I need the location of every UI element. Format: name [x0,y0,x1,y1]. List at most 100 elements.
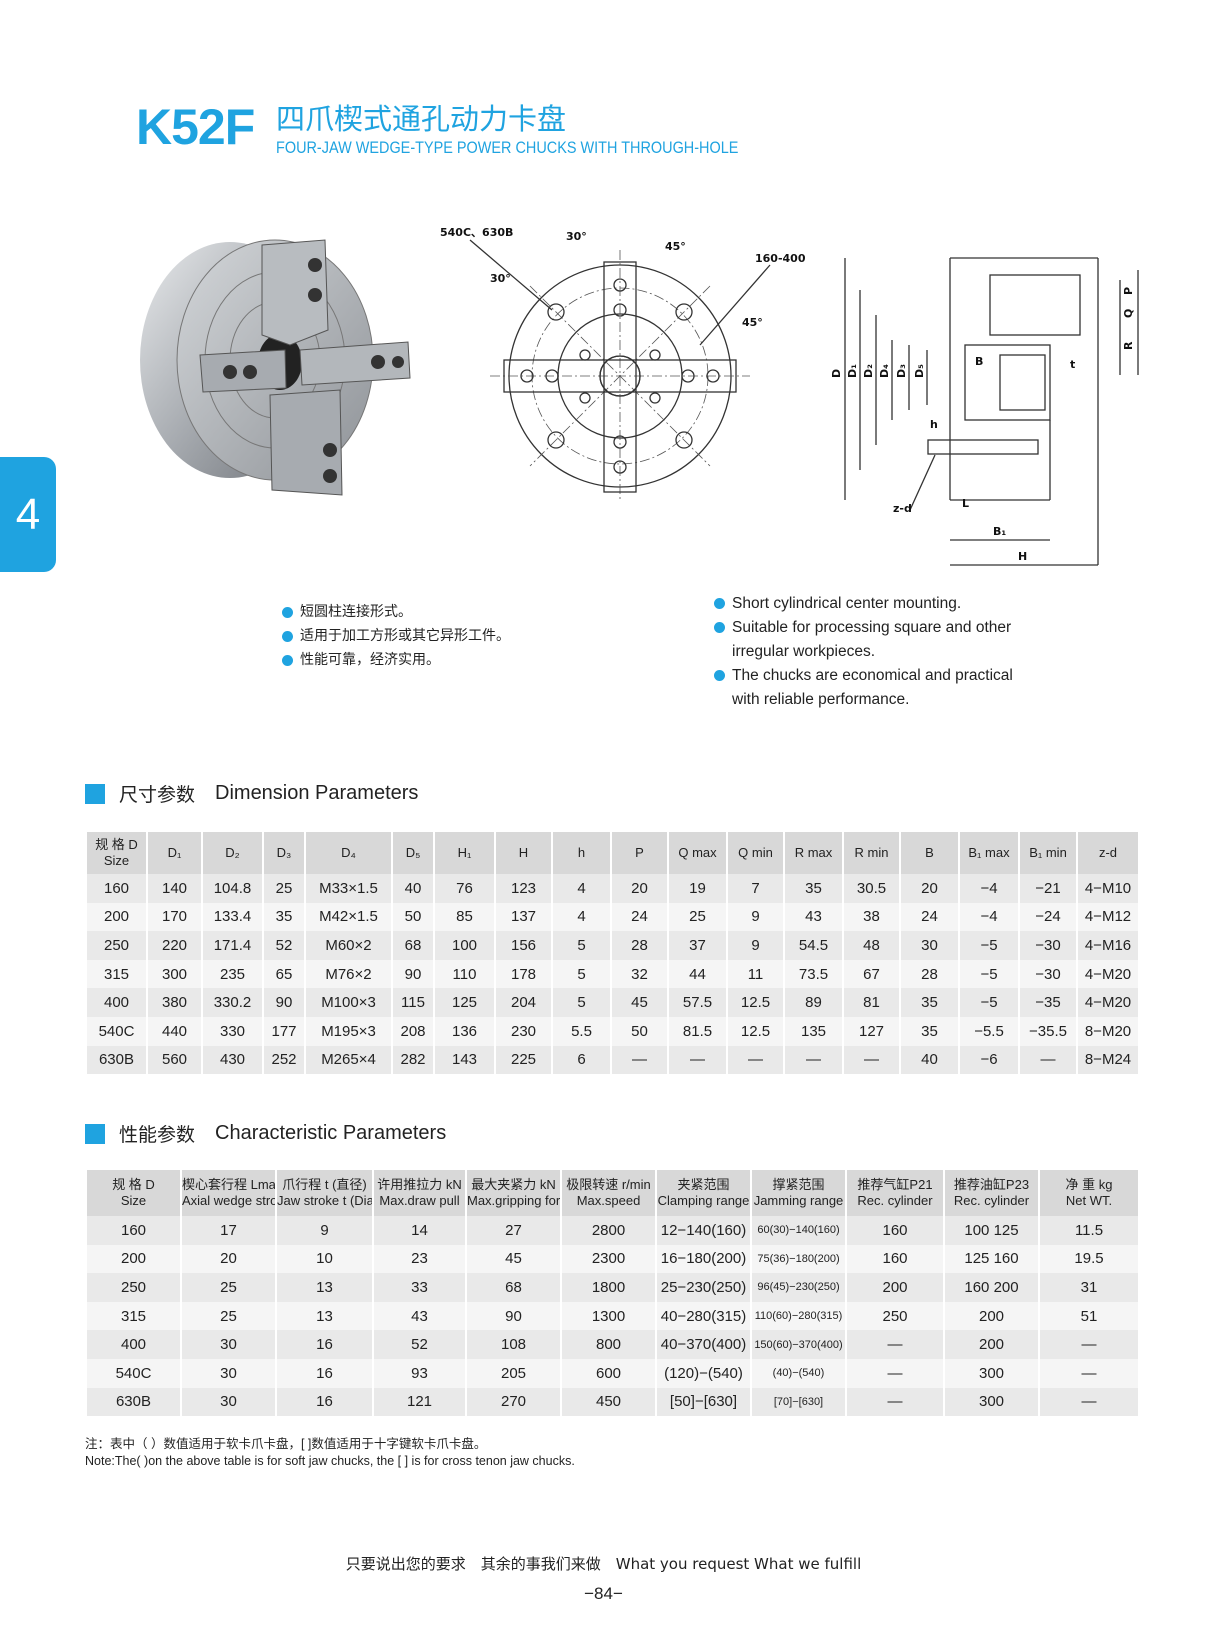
header-line: 楔心套行程 Lmax [182,1177,276,1192]
header-line: 极限转速 r/min [566,1177,651,1192]
table-cell: 160 [845,1216,944,1245]
table-cell: 156 [494,931,552,960]
table-cell: — [1038,1330,1138,1359]
table-cell: 27 [465,1216,561,1245]
table-cell: M33×1.5 [304,874,392,903]
table-cell: M195×3 [304,1016,392,1046]
header-line: Jaw stroke t (Dia.) [277,1193,373,1208]
table-cell: 430 [201,1045,263,1075]
table-cell: 140 [146,874,202,903]
table-cell: 20 [899,874,959,903]
table-cell: 300 [146,959,202,989]
table-cell: 630B [85,1387,181,1417]
table-cell: 16 [275,1358,373,1388]
table-row: 400 380 330.2 90 M100×3 115 125 204 5 45 57.5 12.5 8… [85,988,1138,1017]
table-cell: M42×1.5 [304,902,392,932]
table-row: 200 20 10 23 45 2300 16−180(200) 75(36)−180(200… [85,1244,1138,1274]
table-cell: — [842,1045,900,1075]
table-cell: 40−370(400) [655,1330,751,1359]
note-cn: 注：表中（ ）数值适用于软卡爪卡盘，[ ]数值适用于十字键软卡爪卡盘。 [85,1437,487,1451]
table-row: 315 25 13 43 90 1300 40−280(315) 110(60)−280(31… [85,1301,1138,1331]
drawing-label: B₁ [993,525,1006,538]
drawing-label: D₁ [846,364,859,378]
table-cell: 121 [372,1387,466,1417]
table-cell: — [1018,1045,1077,1075]
table-cell: 25 [180,1273,276,1302]
table-cell: 4−M20 [1076,959,1138,989]
drawing-label: L [962,497,969,510]
table-cell: 252 [262,1045,305,1075]
table-cell: — [610,1045,668,1075]
header-line: 规 格 D [95,837,138,852]
table-cell: 35 [899,1016,959,1046]
table-cell: 20 [610,874,668,903]
table-cell: 200 [845,1273,944,1302]
table-cell: — [1038,1387,1138,1417]
table-cell: 73.5 [783,959,843,989]
drawing-label: 540C、630B [440,226,513,239]
table-cell: 75(36)−180(200) [750,1244,846,1274]
table-cell: 4−M10 [1076,874,1138,903]
table-cell: 600 [560,1358,656,1388]
table-cell: 225 [494,1045,552,1075]
table-cell: 250 [85,931,147,960]
header-cell: h [551,832,611,874]
table-cell: 10 [275,1244,373,1274]
table-cell: 4 [551,874,611,903]
table-cell: 160 [85,874,147,903]
header-cell: R max [783,832,843,874]
table-cell: 330.2 [201,988,263,1017]
table-cell: 200 [85,902,147,932]
table-cell: 65 [262,959,305,989]
drawing-label: h [930,418,938,431]
table-cell: 30 [180,1358,276,1388]
table-cell: 9 [275,1216,373,1245]
table-cell: 2800 [560,1216,656,1245]
table-cell: 800 [560,1330,656,1359]
table-cell: −4 [958,874,1019,903]
table-cell: 30 [899,931,959,960]
table-cell: 25−230(250) [655,1273,751,1302]
header-cell: 推荐气缸P21 Rec. cylinder [845,1170,944,1216]
drawing-label: 160-400 [755,252,806,265]
table-cell: 12.5 [726,988,784,1017]
table-cell: 13 [275,1273,373,1302]
header-cell: D₄ [304,832,392,874]
table-cell: — [667,1045,727,1075]
table-cell: 19.5 [1038,1244,1138,1274]
drawing-label: 45° [665,240,686,253]
table-cell: M100×3 [304,988,392,1017]
header-cell: 爪行程 t (直径) Jaw stroke t (Dia.) [275,1170,373,1216]
drawing-label: 45° [742,316,763,329]
table-cell: 171.4 [201,931,263,960]
table-cell: 6 [551,1045,611,1075]
table-cell: 32 [610,959,668,989]
table-cell: 160 200 [943,1273,1039,1302]
feature-en: The chucks are economical and practical … [714,664,1044,712]
header-cell: D₁ [146,832,202,874]
table-cell: 25 [180,1301,276,1331]
header-line: Rec. cylinder [953,1193,1030,1208]
table-cell: 11 [726,959,784,989]
table-cell: 48 [842,931,900,960]
table-cell: 40 [899,1045,959,1075]
table-cell: 28 [899,959,959,989]
drawing-label: D [830,369,843,378]
table-cell: 4−M20 [1076,988,1138,1017]
table-cell: 4 [551,902,611,932]
table-cell: 160 [845,1244,944,1274]
header-cell: 推荐油缸P23 Rec. cylinder [943,1170,1039,1216]
section-title-cn: 性能参数 [119,1124,196,1146]
header-cell: B₁ max [958,832,1019,874]
header-cell: Q max [667,832,727,874]
header-line: 规 格 D [112,1177,155,1192]
header-line: 夹紧范围 [677,1177,730,1192]
table-row: 540C 440 330 177 M195×3 208 136 230 5.5 50 81.5 12.… [85,1016,1138,1046]
table-cell: 125 160 [943,1244,1039,1274]
header-line: Size [103,853,130,868]
table-cell: 30 [180,1387,276,1417]
title-en: FOUR-JAW WEDGE-TYPE POWER CHUCKS WITH TH… [276,138,739,157]
table-cell: 14 [372,1216,466,1245]
table-cell: −21 [1018,874,1077,903]
